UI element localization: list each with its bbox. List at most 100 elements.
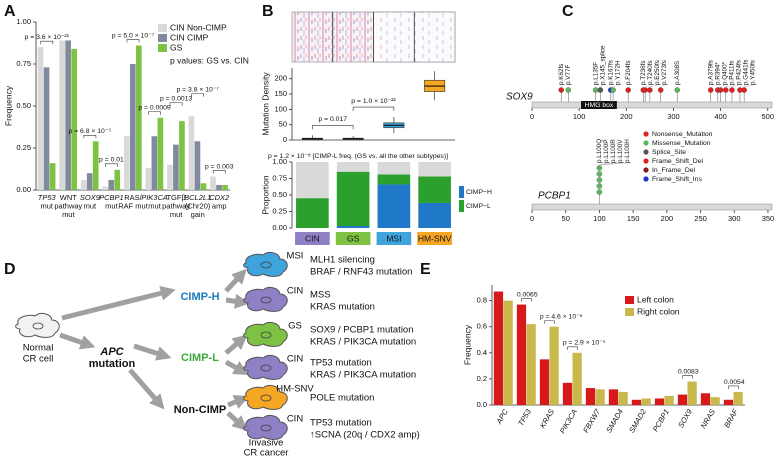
arrow bbox=[59, 332, 96, 350]
y-tick-label: 150 bbox=[274, 89, 287, 98]
subtype-label: GS bbox=[288, 321, 302, 332]
bracket bbox=[191, 93, 205, 97]
x-tick-label: TP53 bbox=[38, 193, 57, 202]
x-tick-label: SMAD2 bbox=[627, 407, 648, 435]
bracket bbox=[126, 39, 140, 43]
bracket bbox=[521, 298, 532, 302]
feature-label: MLH1 silencing bbox=[310, 255, 375, 266]
mutation-dot bbox=[741, 87, 747, 93]
legend-label: CIN CIMP bbox=[170, 32, 209, 42]
bar bbox=[151, 136, 158, 190]
bar bbox=[216, 184, 222, 190]
bar bbox=[700, 393, 711, 405]
legend-swatch bbox=[158, 44, 167, 52]
arrow bbox=[227, 395, 250, 409]
bar bbox=[654, 398, 665, 405]
category-box bbox=[335, 232, 371, 245]
bar bbox=[526, 324, 536, 405]
bar bbox=[562, 382, 573, 405]
bar bbox=[200, 183, 207, 190]
x-tick-label: FBXW7 bbox=[581, 407, 602, 435]
x-tick-label: (Chr20) bbox=[185, 201, 211, 210]
annotation: p = 0.003 bbox=[205, 163, 234, 170]
gene-label: PCBP1 bbox=[538, 191, 571, 202]
y-tick-label: 0 bbox=[283, 135, 287, 144]
mutation-label: p.T240fs bbox=[647, 60, 654, 85]
feature-label: ↑SCNA (20q / CDX2 amp) bbox=[310, 430, 420, 441]
x-tick-label: PIK3CA bbox=[141, 193, 168, 202]
arrow bbox=[128, 368, 165, 410]
x-tick-label: PIK3CA bbox=[558, 407, 579, 435]
mutation-label: p.P411fs bbox=[728, 61, 735, 85]
annotation: p = 0.01 bbox=[99, 157, 124, 164]
bracket bbox=[212, 170, 226, 174]
label-connector bbox=[660, 84, 665, 88]
x-tick-label: BCL2L1 bbox=[184, 193, 211, 202]
x-tick-label: CIN bbox=[305, 233, 320, 243]
bar bbox=[65, 40, 71, 191]
mutation-dot bbox=[565, 87, 572, 93]
x-tick-label: HM-SNV bbox=[418, 233, 452, 243]
bar-segment bbox=[377, 174, 411, 185]
label-connector bbox=[599, 162, 628, 166]
bar bbox=[539, 359, 550, 405]
category-box bbox=[295, 232, 330, 245]
mutation-dot bbox=[610, 87, 616, 93]
mutation-label: p.Q400* bbox=[721, 61, 728, 85]
mutation-label: p.V77F bbox=[565, 65, 572, 85]
x-tick-label: SOX9 bbox=[80, 193, 101, 202]
panel-label: E bbox=[420, 261, 431, 278]
legend-label: Splice_Site bbox=[652, 149, 686, 156]
y-tick-label: 0.25 bbox=[16, 143, 31, 152]
y-tick-label: 0.00 bbox=[16, 185, 31, 194]
x-tick-label: 0 bbox=[530, 214, 534, 223]
mutation-label: p.G441fs bbox=[742, 59, 749, 85]
label-connector bbox=[645, 84, 651, 88]
legend-label: Missense_Mutation bbox=[652, 140, 711, 147]
mutation-dot bbox=[597, 87, 604, 93]
end-label: CR cancer bbox=[244, 448, 289, 458]
legend-label: CIN Non-CIMP bbox=[170, 22, 227, 32]
panel-label: D bbox=[4, 261, 16, 278]
mutation-label: p.L100R bbox=[610, 139, 617, 163]
mutation-dot bbox=[647, 87, 653, 93]
start-label: Normal bbox=[23, 343, 54, 354]
bar-segment bbox=[336, 226, 370, 228]
annotation: p = 4.6 × 10⁻⁶ bbox=[540, 314, 583, 321]
y-axis-label: Proportion bbox=[260, 175, 270, 214]
x-tick-label: 250 bbox=[694, 214, 707, 223]
y-tick-label: 0.50 bbox=[16, 101, 31, 110]
annotation: p = 0.0013 bbox=[160, 96, 193, 103]
arrow bbox=[224, 334, 248, 355]
subtype-label: CIN bbox=[287, 354, 304, 365]
y-tick-label: 1.00 bbox=[272, 157, 287, 166]
mutation-label: p.V273fs bbox=[661, 60, 668, 85]
mutation-label: p.A379fs bbox=[707, 60, 714, 85]
x-tick-label: RAS/ bbox=[124, 193, 142, 202]
legend-dot bbox=[643, 176, 649, 182]
bar bbox=[549, 326, 559, 405]
x-tick-label: GS bbox=[347, 233, 360, 243]
bar-segment bbox=[336, 171, 370, 227]
label-connector bbox=[613, 84, 618, 88]
label-connector bbox=[600, 84, 603, 88]
panel-label: C bbox=[562, 3, 574, 20]
legend-label: Frame_Shift_Del bbox=[652, 158, 703, 165]
domain-label: HMG box bbox=[585, 102, 614, 109]
legend-dot bbox=[643, 167, 649, 173]
feature-label: BRAF / RNF43 mutation bbox=[310, 267, 412, 278]
mutation-label: p.Y172H bbox=[614, 60, 621, 85]
bar bbox=[664, 395, 674, 405]
bar bbox=[37, 47, 44, 191]
x-tick-label: 100 bbox=[593, 214, 606, 223]
mutation-label: p.L100Q bbox=[596, 139, 603, 163]
label-connector bbox=[725, 84, 732, 88]
annotation: p = 3.6 × 10⁻²¹ bbox=[25, 34, 70, 41]
x-tick-label: 300 bbox=[728, 214, 741, 223]
branch-label: CIMP-L bbox=[181, 352, 219, 364]
x-tick-label: 50 bbox=[562, 214, 570, 223]
legend-dot bbox=[643, 140, 649, 146]
legend-swatch bbox=[625, 308, 634, 316]
x-tick-label: TGFβ bbox=[166, 193, 186, 202]
